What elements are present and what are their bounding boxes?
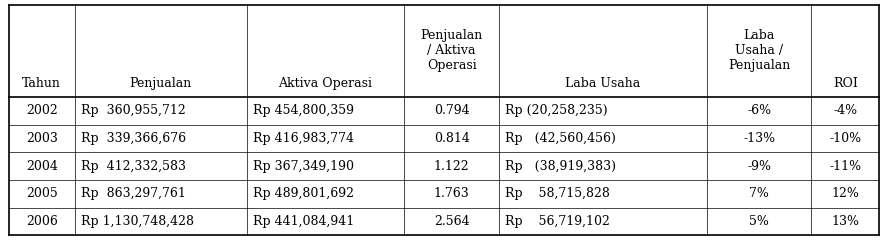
Text: Rp 1,130,748,428: Rp 1,130,748,428 <box>81 215 194 228</box>
Text: ROI: ROI <box>833 77 858 90</box>
Text: Tahun: Tahun <box>22 77 61 90</box>
Text: -10%: -10% <box>829 132 861 145</box>
Text: 2.564: 2.564 <box>434 215 470 228</box>
Text: Rp    58,715,828: Rp 58,715,828 <box>505 187 610 200</box>
Text: Rp  339,366,676: Rp 339,366,676 <box>81 132 186 145</box>
Text: Rp  360,955,712: Rp 360,955,712 <box>81 104 186 117</box>
Text: Rp 454,800,359: Rp 454,800,359 <box>253 104 354 117</box>
Text: Rp   (38,919,383): Rp (38,919,383) <box>505 160 616 173</box>
Text: Rp (20,258,235): Rp (20,258,235) <box>505 104 608 117</box>
Text: 2005: 2005 <box>26 187 58 200</box>
Text: Laba Usaha: Laba Usaha <box>566 77 640 90</box>
Text: 1.763: 1.763 <box>434 187 470 200</box>
Text: 2003: 2003 <box>26 132 58 145</box>
Text: Rp   (42,560,456): Rp (42,560,456) <box>505 132 616 145</box>
Text: 13%: 13% <box>831 215 860 228</box>
Text: -11%: -11% <box>829 160 861 173</box>
Text: Penjualan
/ Aktiva
Operasi: Penjualan / Aktiva Operasi <box>421 29 483 72</box>
Text: Rp  863,297,761: Rp 863,297,761 <box>81 187 186 200</box>
Text: Laba
Usaha /
Penjualan: Laba Usaha / Penjualan <box>728 29 790 72</box>
Text: 0.814: 0.814 <box>434 132 470 145</box>
Text: 2004: 2004 <box>26 160 58 173</box>
Text: 1.122: 1.122 <box>434 160 470 173</box>
Text: 2006: 2006 <box>26 215 58 228</box>
Text: -4%: -4% <box>833 104 857 117</box>
Text: 7%: 7% <box>749 187 769 200</box>
Text: 12%: 12% <box>831 187 860 200</box>
Text: Rp 416,983,774: Rp 416,983,774 <box>253 132 354 145</box>
Text: Rp 367,349,190: Rp 367,349,190 <box>253 160 354 173</box>
Text: Rp  412,332,583: Rp 412,332,583 <box>81 160 186 173</box>
Text: -9%: -9% <box>747 160 771 173</box>
Text: 0.794: 0.794 <box>434 104 470 117</box>
Text: -13%: -13% <box>743 132 775 145</box>
Text: Penjualan: Penjualan <box>130 77 192 90</box>
Text: Rp    56,719,102: Rp 56,719,102 <box>505 215 610 228</box>
Text: 2002: 2002 <box>26 104 58 117</box>
Text: Rp 441,084,941: Rp 441,084,941 <box>253 215 354 228</box>
Text: Rp 489,801,692: Rp 489,801,692 <box>253 187 354 200</box>
Text: -6%: -6% <box>747 104 772 117</box>
Text: Aktiva Operasi: Aktiva Operasi <box>279 77 373 90</box>
Text: 5%: 5% <box>749 215 769 228</box>
